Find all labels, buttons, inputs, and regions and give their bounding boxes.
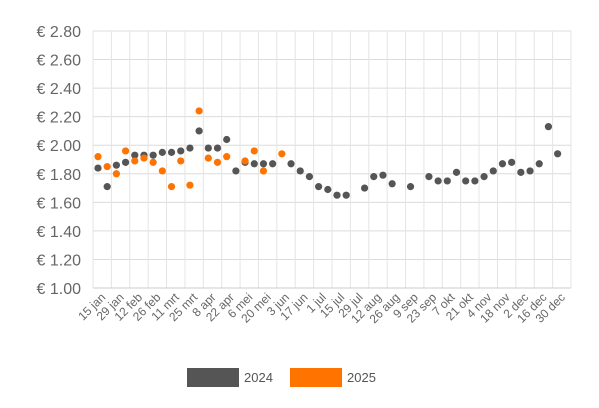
data-point-2024 bbox=[131, 151, 139, 159]
data-point-2024 bbox=[213, 144, 222, 152]
data-point-2024 bbox=[250, 160, 258, 168]
data-point-2025 bbox=[167, 183, 176, 191]
grid bbox=[92, 30, 572, 289]
data-point-2024 bbox=[360, 184, 369, 192]
data-point-2024 bbox=[259, 160, 268, 168]
data-point-2024 bbox=[177, 147, 185, 155]
data-point-2024 bbox=[425, 173, 433, 181]
data-point-2024 bbox=[103, 183, 111, 191]
data-point-2024 bbox=[480, 173, 488, 181]
data-point-2024 bbox=[370, 173, 378, 181]
y-axis-ticks: € 1.00 € 1.20 € 1.40 € 1.60 € 1.80 € 2.00 € 2.… bbox=[37, 24, 82, 298]
data-point-2024 bbox=[296, 167, 304, 175]
data-point-2024 bbox=[149, 151, 157, 159]
data-point-2025 bbox=[223, 153, 231, 161]
data-point-2024 bbox=[232, 167, 240, 175]
data-point-2024 bbox=[121, 158, 130, 166]
data-point-2025 bbox=[195, 107, 203, 115]
y-tick-label: € 2.40 bbox=[37, 81, 82, 98]
y-tick-label: € 2.00 bbox=[37, 138, 82, 155]
data-point-2024 bbox=[388, 180, 396, 188]
data-point-2024 bbox=[287, 160, 295, 168]
series-2024 bbox=[94, 123, 562, 199]
legend-label-2025: 2025 bbox=[347, 370, 376, 385]
y-tick-label: € 2.80 bbox=[37, 24, 82, 41]
data-point-2025 bbox=[140, 154, 148, 162]
data-point-2024 bbox=[94, 164, 102, 172]
legend-label-2024: 2024 bbox=[244, 370, 273, 385]
data-point-2024 bbox=[158, 148, 166, 156]
data-point-2025 bbox=[278, 150, 286, 158]
data-point-2024 bbox=[167, 148, 176, 156]
data-point-2025 bbox=[259, 167, 268, 175]
data-point-2024 bbox=[379, 171, 387, 179]
series-2025 bbox=[94, 107, 286, 191]
data-point-2024 bbox=[223, 135, 231, 144]
data-point-2025 bbox=[204, 154, 212, 162]
data-point-2025 bbox=[112, 170, 120, 178]
data-point-2024 bbox=[535, 160, 543, 168]
data-point-2024 bbox=[508, 158, 516, 166]
data-point-2025 bbox=[94, 153, 102, 161]
data-point-2024 bbox=[471, 177, 479, 185]
y-tick-label: € 1.00 bbox=[37, 281, 82, 298]
data-point-2024 bbox=[554, 150, 562, 158]
y-tick-label: € 2.20 bbox=[37, 110, 82, 127]
data-point-2025 bbox=[131, 157, 139, 165]
data-point-2025 bbox=[241, 157, 249, 165]
data-point-2024 bbox=[517, 168, 525, 176]
y-tick-label: € 1.20 bbox=[37, 252, 82, 269]
data-point-2024 bbox=[204, 144, 212, 152]
data-point-2025 bbox=[250, 147, 258, 155]
data-point-2024 bbox=[434, 177, 442, 185]
data-point-2024 bbox=[269, 160, 277, 168]
legend: 2024 2025 bbox=[187, 368, 376, 387]
y-tick-label: € 1.80 bbox=[37, 167, 82, 184]
data-point-2025 bbox=[177, 157, 185, 165]
data-point-2024 bbox=[443, 177, 451, 185]
data-point-2024 bbox=[324, 185, 332, 194]
data-point-2024 bbox=[489, 167, 497, 175]
data-point-2024 bbox=[342, 191, 350, 199]
data-point-2025 bbox=[186, 181, 194, 189]
data-point-2024 bbox=[526, 167, 534, 175]
y-tick-label: € 1.60 bbox=[37, 195, 82, 212]
data-point-2025 bbox=[103, 163, 111, 171]
data-point-2024 bbox=[112, 161, 120, 169]
legend-swatch-2024 bbox=[187, 368, 239, 387]
data-point-2025 bbox=[213, 158, 222, 166]
y-tick-label: € 2.60 bbox=[37, 53, 82, 70]
data-point-2025 bbox=[158, 167, 166, 175]
data-points bbox=[94, 107, 562, 199]
data-point-2024 bbox=[305, 173, 314, 181]
data-point-2024 bbox=[406, 183, 415, 191]
legend-swatch-2025 bbox=[290, 368, 342, 387]
data-point-2024 bbox=[452, 168, 461, 176]
data-point-2024 bbox=[315, 183, 323, 191]
data-point-2024 bbox=[186, 144, 194, 152]
data-point-2024 bbox=[333, 191, 341, 199]
data-point-2025 bbox=[121, 147, 130, 155]
y-tick-label: € 1.40 bbox=[37, 224, 82, 241]
data-point-2024 bbox=[498, 160, 507, 168]
data-point-2025 bbox=[149, 158, 157, 166]
data-point-2024 bbox=[544, 123, 553, 131]
data-point-2024 bbox=[462, 177, 470, 185]
data-point-2024 bbox=[195, 127, 203, 135]
